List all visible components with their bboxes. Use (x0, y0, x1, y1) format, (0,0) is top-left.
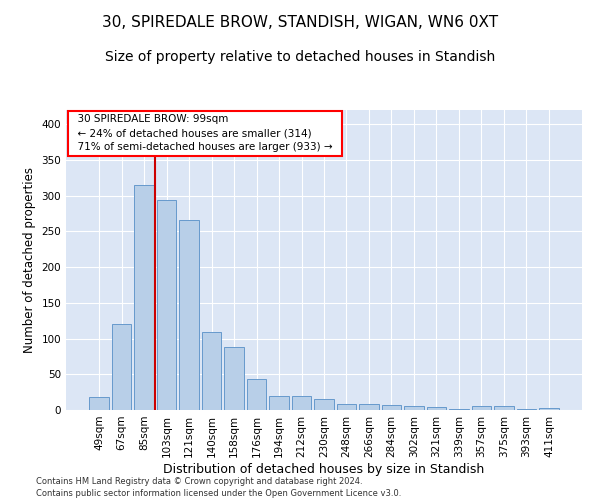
Bar (202, 332, 221, 410)
Bar (89, 397, 109, 410)
Bar (494, 406, 514, 410)
Bar (382, 405, 401, 410)
Bar (247, 378, 266, 410)
Bar (224, 347, 244, 410)
Bar (404, 406, 424, 410)
Bar (472, 406, 491, 410)
Bar (269, 396, 289, 410)
Text: 30, SPIREDALE BROW, STANDISH, WIGAN, WN6 0XT: 30, SPIREDALE BROW, STANDISH, WIGAN, WN6… (102, 15, 498, 30)
Bar (179, 220, 199, 410)
Bar (359, 404, 379, 410)
Bar (314, 400, 334, 410)
Text: Size of property relative to detached houses in Standish: Size of property relative to detached ho… (105, 50, 495, 64)
Bar (539, 408, 559, 410)
Text: Contains HM Land Registry data © Crown copyright and database right 2024.
Contai: Contains HM Land Registry data © Crown c… (36, 476, 401, 498)
Text: 30 SPIREDALE BROW: 99sqm  
  ← 24% of detached houses are smaller (314)  
  71% : 30 SPIREDALE BROW: 99sqm ← 24% of detach… (71, 114, 339, 152)
X-axis label: Distribution of detached houses by size in Standish: Distribution of detached houses by size … (163, 462, 485, 475)
Y-axis label: Number of detached properties: Number of detached properties (23, 167, 36, 353)
Bar (337, 404, 356, 410)
Bar (292, 396, 311, 410)
Bar (427, 407, 446, 410)
Bar (112, 324, 131, 410)
Bar (157, 200, 176, 410)
Bar (134, 185, 154, 410)
